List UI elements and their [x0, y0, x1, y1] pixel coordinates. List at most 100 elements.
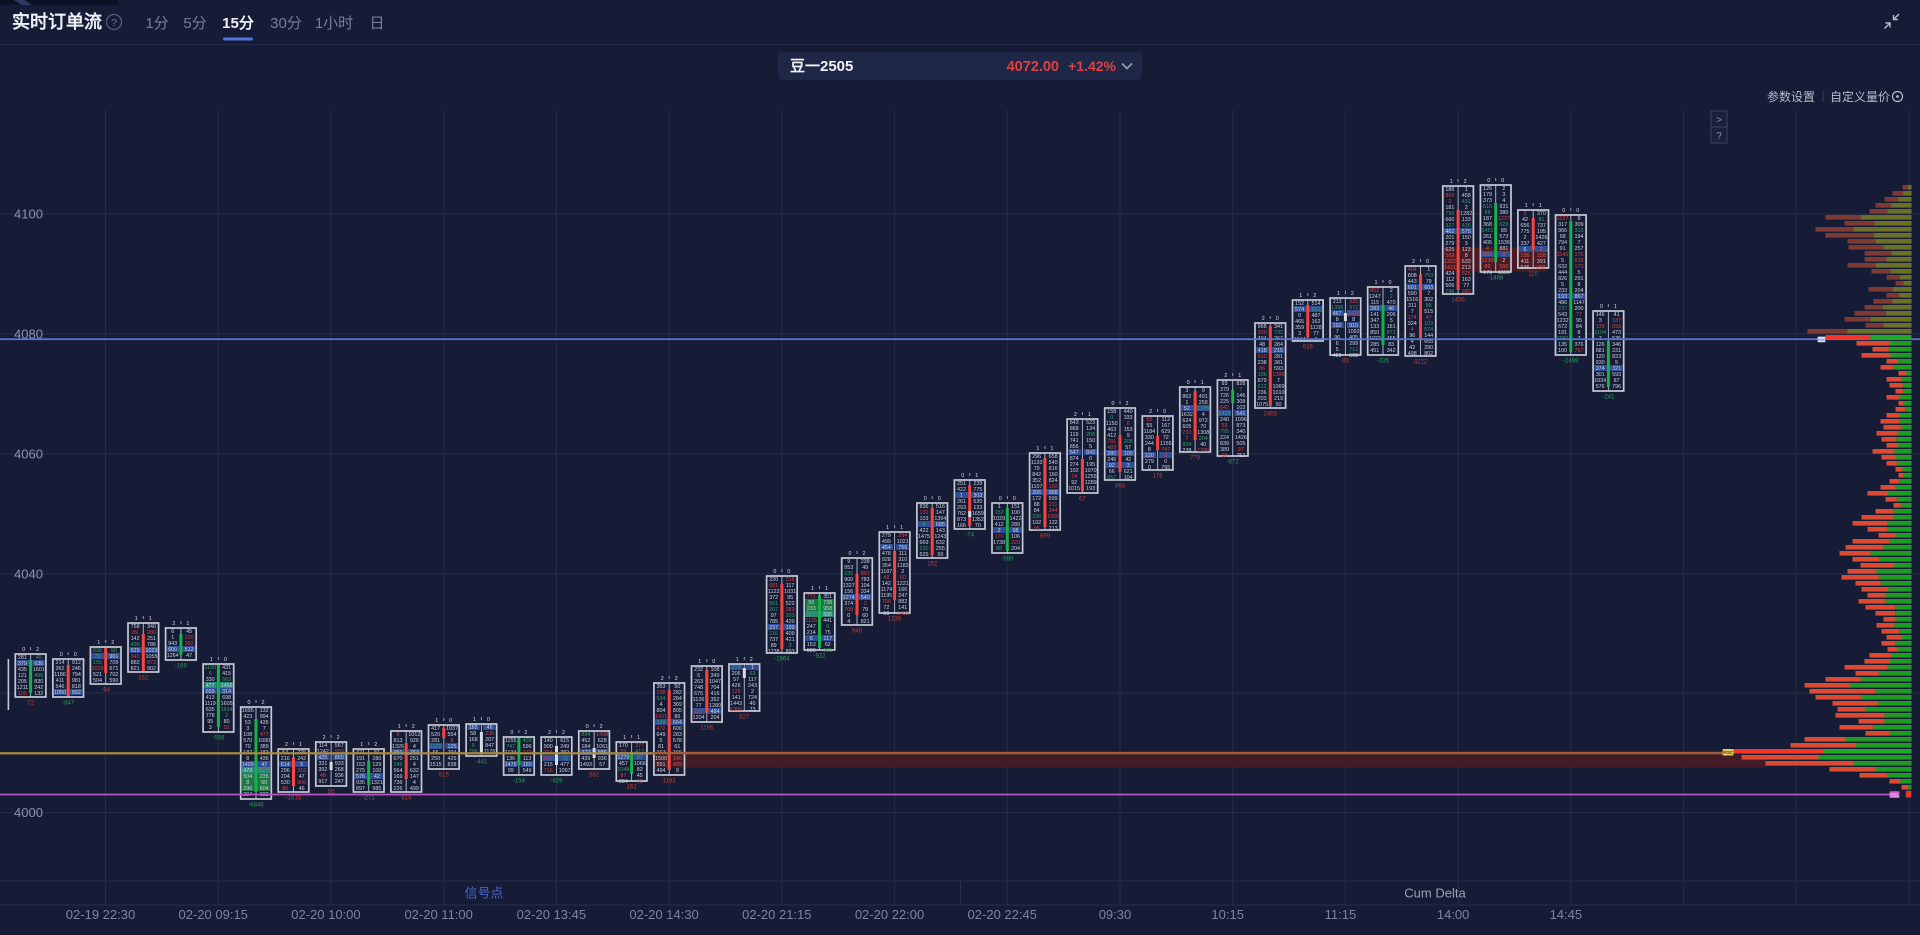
svg-text:632: 632 [936, 540, 945, 546]
svg-text:140: 140 [544, 738, 553, 744]
svg-text:8: 8 [1336, 317, 1339, 323]
svg-text:0: 0 [999, 496, 1002, 502]
svg-text:2: 2 [1524, 235, 1527, 241]
svg-text:902: 902 [147, 666, 156, 672]
svg-text:167: 167 [1161, 423, 1170, 429]
svg-text:732: 732 [1274, 330, 1283, 336]
svg-text:643: 643 [1070, 420, 1079, 426]
svg-text:3: 3 [1127, 463, 1130, 469]
svg-text:477: 477 [560, 762, 569, 768]
svg-text:1100: 1100 [204, 665, 216, 671]
svg-text:2: 2 [751, 689, 754, 695]
svg-text:1238: 1238 [768, 649, 780, 655]
svg-text:685: 685 [936, 522, 945, 528]
svg-text:1: 1 [473, 717, 476, 723]
svg-text:1047: 1047 [709, 679, 721, 685]
svg-text:5: 5 [300, 762, 303, 768]
svg-text:87: 87 [637, 755, 643, 761]
svg-text:615: 615 [560, 738, 569, 744]
svg-text:900: 900 [844, 577, 853, 583]
svg-text:417: 417 [635, 749, 644, 755]
svg-text:-672: -672 [1227, 460, 1240, 466]
svg-text:279: 279 [1445, 241, 1454, 247]
svg-text:605: 605 [1182, 424, 1191, 430]
svg-text:199: 199 [786, 625, 795, 631]
svg-text:663: 663 [222, 677, 231, 683]
svg-text:1133: 1133 [1031, 460, 1043, 466]
svg-text:1070: 1070 [1085, 468, 1097, 474]
svg-text:0: 0 [586, 724, 589, 730]
svg-text:220: 220 [1145, 453, 1154, 459]
svg-text:0: 0 [787, 569, 790, 575]
svg-text:204: 204 [281, 774, 290, 780]
svg-text:244: 244 [1145, 441, 1154, 447]
svg-text:1195: 1195 [881, 593, 893, 599]
svg-text:1: 1 [736, 657, 739, 663]
svg-text:879: 879 [1258, 378, 1267, 384]
svg-text:0: 0 [1089, 456, 1092, 462]
svg-text:383: 383 [786, 607, 795, 613]
svg-text:451: 451 [1370, 348, 1379, 354]
svg-text:160: 160 [523, 762, 532, 768]
svg-text:156: 156 [844, 589, 853, 595]
svg-text:日: 日 [369, 15, 384, 32]
svg-text:2: 2 [901, 569, 904, 575]
svg-text:75: 75 [95, 654, 101, 660]
svg-text:194: 194 [1575, 234, 1584, 240]
svg-text:150: 150 [1086, 438, 1095, 444]
svg-text:2: 2 [1149, 409, 1152, 415]
svg-text:232: 232 [694, 667, 703, 673]
svg-text:320: 320 [1258, 330, 1267, 336]
svg-text:实时订单流: 实时订单流 [12, 11, 102, 32]
svg-text:359: 359 [1295, 325, 1304, 331]
svg-text:?: ? [111, 17, 117, 29]
svg-text:2: 2 [1262, 316, 1265, 322]
svg-text:84: 84 [1034, 508, 1040, 514]
svg-text:928: 928 [882, 557, 891, 563]
svg-text:968: 968 [1258, 324, 1267, 330]
svg-text:504: 504 [93, 678, 102, 684]
svg-text:249: 249 [560, 744, 569, 750]
svg-text:9: 9 [676, 768, 679, 774]
svg-text:-1466: -1466 [1488, 276, 1504, 282]
svg-text:100: 100 [372, 768, 381, 774]
svg-text:0: 0 [938, 496, 941, 502]
svg-text:775: 775 [973, 487, 982, 493]
svg-text:7: 7 [1336, 329, 1339, 335]
svg-text:55: 55 [1146, 417, 1152, 423]
svg-text:-847: -847 [62, 701, 75, 707]
svg-text:931: 931 [1499, 204, 1508, 210]
svg-text:106: 106 [1011, 534, 1020, 540]
svg-text:1: 1 [135, 616, 138, 622]
svg-text:1: 1 [186, 621, 189, 627]
svg-text:2465: 2465 [1264, 412, 1278, 418]
svg-text:1308: 1308 [1197, 430, 1209, 436]
svg-text:239: 239 [973, 481, 982, 487]
svg-text:1065: 1065 [1047, 514, 1059, 520]
svg-text:201: 201 [1445, 235, 1454, 241]
svg-text:205: 205 [18, 679, 27, 685]
svg-text:49: 49 [883, 575, 889, 581]
svg-text:821: 821 [131, 666, 140, 672]
svg-text:374: 374 [844, 601, 853, 607]
svg-text:656: 656 [1521, 223, 1530, 229]
svg-text:1352: 1352 [972, 517, 984, 523]
svg-text:117: 117 [823, 636, 832, 642]
svg-text:99: 99 [508, 768, 514, 774]
svg-text:1140: 1140 [1557, 252, 1569, 258]
svg-text:628: 628 [598, 738, 607, 744]
svg-text:747: 747 [506, 744, 515, 750]
svg-text:443: 443 [1408, 279, 1417, 285]
svg-text:334: 334 [657, 720, 666, 726]
svg-text:4222: 4222 [1414, 360, 1428, 366]
svg-text:103: 103 [1424, 321, 1433, 327]
svg-text:294: 294 [898, 533, 907, 539]
svg-text:79: 79 [1034, 466, 1040, 472]
svg-text:778: 778 [206, 713, 215, 719]
svg-text:81: 81 [658, 744, 664, 750]
svg-text:590: 590 [109, 678, 118, 684]
svg-text:1: 1 [1337, 291, 1340, 297]
svg-text:1012: 1012 [408, 732, 420, 738]
svg-text:281: 281 [1274, 354, 1283, 360]
svg-text:1186: 1186 [54, 672, 66, 678]
